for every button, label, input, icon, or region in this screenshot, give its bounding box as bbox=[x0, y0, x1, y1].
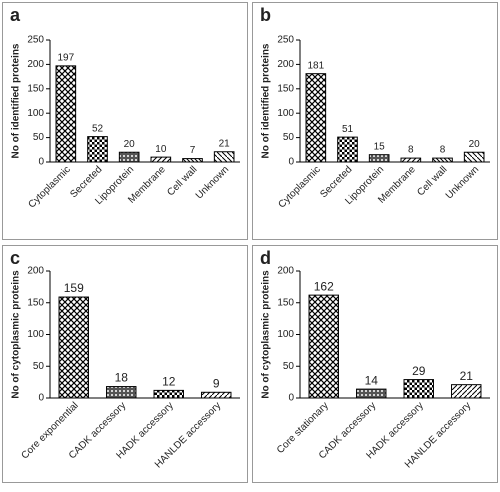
x-tick-label: Unknown bbox=[194, 164, 231, 201]
panel-border bbox=[2, 2, 248, 240]
value-label: 21 bbox=[460, 369, 474, 383]
bar bbox=[451, 384, 482, 399]
bar bbox=[106, 386, 137, 399]
y-tick-label: 200 bbox=[27, 59, 44, 70]
bar bbox=[400, 157, 422, 163]
y-tick-label: 50 bbox=[33, 361, 45, 372]
y-tick-label: 200 bbox=[277, 59, 294, 70]
value-label: 197 bbox=[57, 53, 74, 64]
y-tick-label: 150 bbox=[27, 297, 44, 308]
value-label: 7 bbox=[190, 145, 196, 156]
bar bbox=[403, 379, 434, 399]
bar bbox=[118, 151, 140, 163]
panel: b No of identified proteins 0 50 100 150 200 25… bbox=[252, 2, 498, 240]
bar bbox=[356, 388, 387, 399]
panel-label: b bbox=[260, 5, 271, 25]
bar bbox=[308, 294, 339, 399]
panel-border bbox=[252, 245, 498, 483]
panel-border bbox=[252, 2, 498, 240]
value-label: 8 bbox=[408, 145, 414, 156]
y-axis-label: No of identified proteins bbox=[261, 43, 272, 158]
y-tick-label: 250 bbox=[277, 35, 294, 46]
value-label: 20 bbox=[124, 139, 136, 150]
panel-label: c bbox=[10, 248, 20, 268]
value-label: 159 bbox=[64, 281, 84, 295]
y-tick-label: 100 bbox=[27, 108, 44, 119]
bar bbox=[150, 156, 172, 163]
value-label: 51 bbox=[342, 124, 354, 135]
y-tick-label: 250 bbox=[27, 35, 44, 46]
y-tick-label: 50 bbox=[33, 132, 45, 143]
y-tick-label: 0 bbox=[38, 393, 44, 404]
y-tick-label: 150 bbox=[277, 297, 294, 308]
bar bbox=[153, 389, 184, 399]
x-tick-label: Unknown bbox=[444, 164, 481, 201]
value-label: 9 bbox=[213, 376, 220, 390]
value-label: 29 bbox=[412, 364, 426, 378]
y-tick-label: 0 bbox=[288, 157, 294, 168]
value-label: 162 bbox=[314, 279, 334, 293]
y-tick-label: 200 bbox=[27, 266, 44, 277]
panel-label: d bbox=[260, 248, 271, 268]
value-label: 10 bbox=[155, 144, 167, 155]
y-tick-label: 150 bbox=[277, 83, 294, 94]
bar bbox=[55, 65, 77, 163]
bar bbox=[58, 296, 89, 399]
value-label: 20 bbox=[469, 139, 481, 150]
value-label: 15 bbox=[374, 141, 386, 152]
panel-border bbox=[2, 245, 248, 483]
bar bbox=[432, 157, 453, 163]
bar bbox=[368, 154, 390, 163]
bar bbox=[213, 151, 235, 163]
y-tick-label: 100 bbox=[277, 108, 294, 119]
y-tick-label: 100 bbox=[27, 329, 44, 340]
value-label: 18 bbox=[115, 371, 129, 385]
y-tick-label: 0 bbox=[38, 157, 44, 168]
y-tick-label: 50 bbox=[283, 361, 295, 372]
y-axis-label: No of cytoplasmic proteins bbox=[261, 270, 272, 399]
value-label: 8 bbox=[440, 145, 446, 156]
bar bbox=[337, 136, 358, 163]
panel: c No of cytoplasmic proteins 0 50 100 150 200 1… bbox=[2, 245, 248, 483]
bar bbox=[87, 136, 108, 163]
bar bbox=[305, 73, 327, 163]
y-tick-label: 50 bbox=[283, 132, 295, 143]
y-axis-label: No of identified proteins bbox=[11, 43, 22, 158]
x-tick-label: Cytoplasmic bbox=[27, 164, 73, 210]
value-label: 181 bbox=[307, 60, 324, 71]
y-tick-label: 150 bbox=[27, 83, 44, 94]
y-tick-label: 100 bbox=[277, 329, 294, 340]
y-tick-label: 200 bbox=[277, 266, 294, 277]
bar bbox=[463, 151, 485, 163]
panel: a No of identified proteins 0 50 100 150 200 25… bbox=[2, 2, 248, 240]
y-axis-label: No of cytoplasmic proteins bbox=[11, 270, 22, 399]
panel-label: a bbox=[10, 5, 21, 25]
y-tick-label: 0 bbox=[288, 393, 294, 404]
value-label: 14 bbox=[365, 373, 379, 387]
bar bbox=[201, 391, 232, 399]
bar bbox=[182, 158, 203, 163]
panel: d No of cytoplasmic proteins 0 50 100 150 200 1… bbox=[252, 245, 498, 483]
value-label: 12 bbox=[162, 375, 176, 389]
x-tick-label: Cytoplasmic bbox=[277, 164, 323, 210]
value-label: 52 bbox=[92, 123, 104, 134]
value-label: 21 bbox=[219, 138, 231, 149]
